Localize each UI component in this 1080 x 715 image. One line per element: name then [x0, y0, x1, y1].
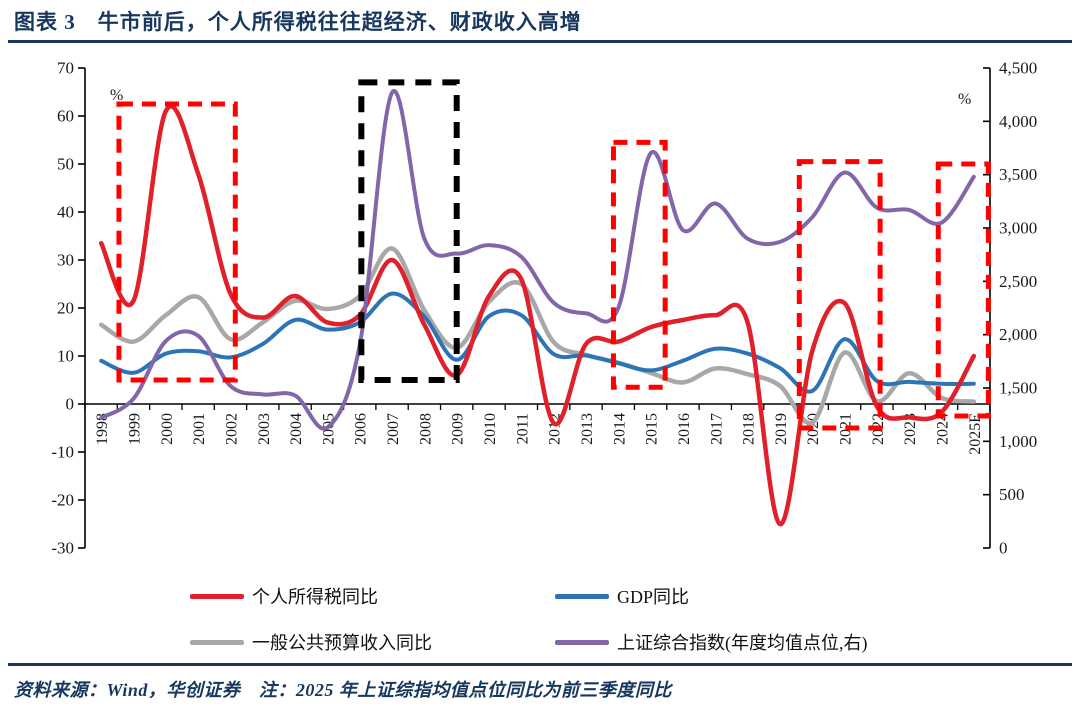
left-axis-tick-label: 50 — [57, 155, 74, 174]
right-axis-tick-label: 3,000 — [999, 219, 1037, 238]
x-axis-year-label: 1998 — [94, 413, 111, 445]
x-axis-year-label: 2018 — [741, 413, 758, 445]
left-axis-tick-label: 10 — [57, 347, 74, 366]
x-axis-year-label: 2006 — [353, 413, 370, 445]
x-axis-year-label: 1999 — [126, 413, 143, 445]
right-axis-tick-label: 4,000 — [999, 112, 1037, 131]
chart-title: 图表 3 牛市前后，个人所得税往往超经济、财政收入高增 — [14, 10, 582, 34]
x-axis-year-label: 2013 — [579, 413, 596, 445]
legend-label: 个人所得税同比 — [252, 587, 378, 607]
legend-swatch-red-line — [190, 593, 244, 599]
highlight-box-red — [610, 139, 668, 390]
left-axis-unit-label: % — [110, 87, 123, 104]
highlight-box-red — [116, 101, 238, 383]
right-axis-tick-label: 1,500 — [999, 379, 1037, 398]
highlight-box-red — [935, 161, 991, 419]
legend-swatch-purple-line — [555, 639, 609, 645]
x-axis-year-label: 2007 — [385, 413, 402, 445]
legend-label: GDP同比 — [617, 587, 690, 607]
series-line-3 — [98, 246, 977, 426]
x-axis-year-label: 2008 — [417, 413, 434, 445]
legend-label: 一般公共预算收入同比 — [252, 633, 432, 653]
x-axis-year-label: 2009 — [450, 413, 467, 445]
series-line-2 — [99, 291, 976, 394]
series-line-1 — [98, 104, 977, 527]
legend-item-personal-income-tax: 个人所得税同比 — [190, 583, 555, 609]
left-axis-tick-label: 40 — [57, 203, 74, 222]
legend-item-gdp: GDP同比 — [555, 583, 868, 609]
left-axis-tick-label: 20 — [57, 299, 74, 318]
x-axis-year-label: 2002 — [223, 413, 240, 445]
left-axis-tick-label: -20 — [51, 491, 74, 510]
x-axis-year-label: 2024 — [935, 413, 952, 445]
legend-swatch-gray-line — [190, 639, 244, 645]
legend-swatch-blue-line — [555, 593, 609, 599]
x-axis-year-label: 2023 — [902, 413, 919, 445]
x-axis-year-label: 2001 — [191, 413, 208, 445]
left-axis-tick-label: -30 — [51, 539, 74, 558]
x-axis-year-label: 2015 — [644, 413, 661, 445]
right-axis-tick-label: 4,500 — [999, 59, 1037, 78]
left-axis-tick-label: 70 — [57, 59, 74, 78]
left-axis-tick-label: 60 — [57, 107, 74, 126]
legend-item-public-budget-revenue: 一般公共预算收入同比 — [190, 629, 555, 655]
right-axis-tick-label: 0 — [999, 539, 1008, 558]
source-note: 资料来源：Wind，华创证券 注：2025 年上证综指均值点位同比为前三季度同比 — [14, 680, 672, 700]
right-axis-tick-label: 1,000 — [999, 432, 1037, 451]
x-axis-year-label: 2000 — [159, 413, 176, 445]
x-axis-year-label: 2017 — [708, 413, 725, 445]
x-axis-year-label: 2011 — [514, 413, 531, 444]
right-axis-tick-label: 2,500 — [999, 272, 1037, 291]
x-axis-year-label: 2019 — [773, 413, 790, 445]
x-axis-year-label: 2004 — [288, 413, 305, 445]
right-axis-tick-label: 2,000 — [999, 325, 1037, 344]
x-axis-year-label: 2003 — [256, 413, 273, 445]
legend-label: 上证综合指数(年度均值点位,右) — [617, 633, 868, 653]
x-axis-year-label: 2010 — [482, 413, 499, 445]
x-axis-year-label: 2025E — [967, 413, 984, 455]
left-axis-tick-label: -10 — [51, 443, 74, 462]
right-axis-unit-label: % — [958, 91, 971, 108]
left-axis-tick-label: 0 — [66, 395, 75, 414]
x-axis-year-label: 2016 — [676, 413, 693, 445]
highlight-box-black — [358, 79, 460, 384]
chart-legend: 个人所得税同比 GDP同比 一般公共预算收入同比 上证综合指数(年度均值点位,右… — [190, 583, 868, 655]
title-separator-line — [8, 40, 1072, 43]
right-axis-tick-label: 500 — [999, 485, 1025, 504]
series-line-4 — [99, 88, 976, 431]
highlight-box-red — [796, 159, 883, 431]
legend-item-sse-composite-index: 上证综合指数(年度均值点位,右) — [555, 629, 868, 655]
footer-separator-line — [8, 663, 1072, 666]
left-axis-tick-label: 30 — [57, 251, 74, 270]
right-axis-tick-label: 3,500 — [999, 165, 1037, 184]
x-axis-year-label: 2014 — [611, 413, 628, 445]
